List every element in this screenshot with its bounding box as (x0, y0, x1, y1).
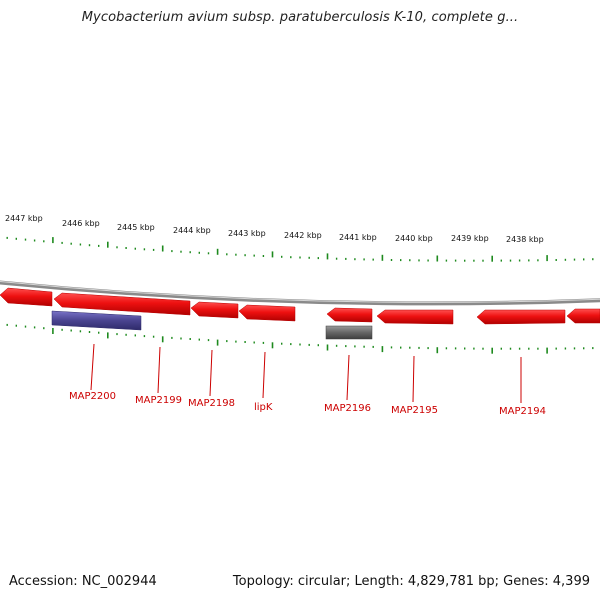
gene-label-map2195[interactable]: MAP2195 (391, 405, 438, 416)
blue-feature-bar[interactable] (51, 310, 142, 331)
scale-label: 2446 kbp (62, 219, 100, 228)
gene-arrow-map2193[interactable] (566, 308, 600, 324)
gene-arrow-map2200[interactable] (53, 292, 191, 316)
gene-label-map2199[interactable]: MAP2199 (135, 395, 182, 406)
accession-text: Accession: NC_002944 (9, 574, 157, 589)
gene-label-map2194[interactable]: MAP2194 (499, 406, 546, 417)
scale-label: 2443 kbp (228, 229, 266, 238)
scale-label: 2442 kbp (284, 231, 322, 240)
gray-feature-bar[interactable] (325, 325, 373, 340)
gene-arrow-map2196[interactable] (326, 307, 373, 323)
scale-label: 2444 kbp (173, 226, 211, 235)
connector-map2199 (157, 346, 161, 394)
gene-arrow-lipk[interactable] (238, 304, 296, 322)
scale-label: 2438 kbp (506, 235, 544, 244)
scale-label: 2440 kbp (395, 234, 433, 243)
scale-label: 2441 kbp (339, 233, 377, 242)
scale-label: 2447 kbp (5, 214, 43, 223)
gene-label-map2196[interactable]: MAP2196 (324, 403, 371, 414)
gene-label-lipk[interactable]: lipK (254, 402, 273, 413)
connector-map2195 (412, 355, 415, 403)
genome-backbone-highlight (0, 280, 600, 303)
lower-scale-ticks (6, 323, 594, 354)
upper-scale-ticks (6, 236, 594, 262)
connector-map2196 (346, 354, 350, 401)
gene-arrow-map2194[interactable] (476, 309, 566, 325)
scale-label: 2445 kbp (117, 223, 155, 232)
gene-labels: MAP2200 MAP2199 MAP2198 lipK MAP2196 MAP… (69, 391, 546, 417)
gene-label-map2198[interactable]: MAP2198 (188, 398, 235, 409)
scale-label: 2439 kbp (451, 234, 489, 243)
genome-summary-text: Topology: circular; Length: 4,829,781 bp… (232, 574, 590, 589)
genome-backbone (0, 280, 600, 306)
connector-map2200 (90, 343, 95, 391)
gene-label-map2200[interactable]: MAP2200 (69, 391, 116, 402)
scale-labels: 2447 kbp 2446 kbp 2445 kbp 2444 kbp 2443… (5, 214, 544, 244)
gene-features[interactable] (0, 287, 600, 325)
gene-arrow-map2198[interactable] (190, 301, 239, 319)
gene-arrow-map2201[interactable] (0, 287, 53, 307)
gene-arrow-map2195[interactable] (376, 309, 454, 325)
map-title: Mycobacterium avium subsp. paratuberculo… (81, 10, 519, 25)
connector-lipk (262, 351, 266, 399)
label-connectors (90, 343, 522, 403)
connector-map2198 (209, 349, 213, 397)
